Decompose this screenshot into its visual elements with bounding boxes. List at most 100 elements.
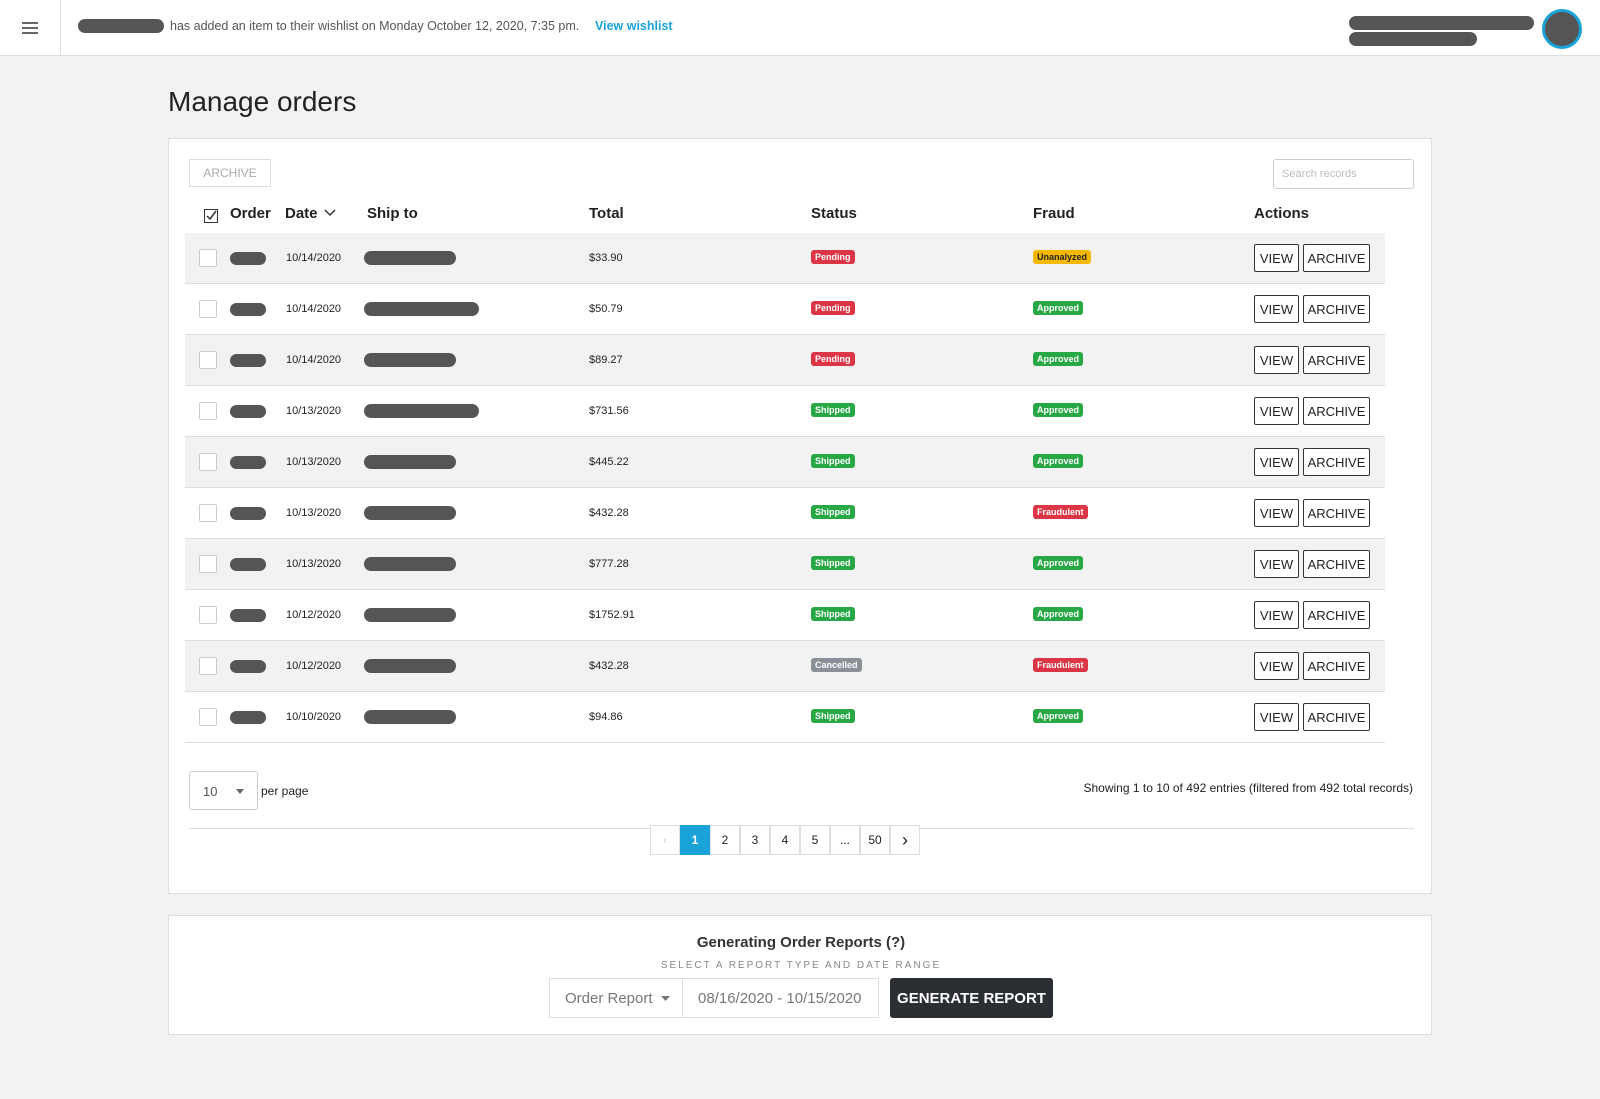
report-type-select[interactable]: Order Report bbox=[549, 978, 683, 1018]
redacted-ship-to bbox=[364, 353, 456, 367]
next-page[interactable]: › bbox=[890, 825, 920, 855]
redacted-ship-to bbox=[364, 557, 456, 571]
redacted-order bbox=[230, 609, 266, 622]
page-button[interactable]: 1 bbox=[680, 825, 710, 855]
order-date: 10/12/2020 bbox=[286, 609, 342, 621]
date-range-input[interactable]: 08/16/2020 - 10/15/2020 bbox=[682, 978, 879, 1018]
generate-report-button[interactable]: GENERATE REPORT bbox=[890, 978, 1053, 1018]
page-button[interactable]: 5 bbox=[800, 825, 830, 855]
row-checkbox[interactable] bbox=[199, 300, 217, 318]
status-badge: Pending bbox=[811, 301, 855, 315]
view-button[interactable]: VIEW bbox=[1254, 448, 1299, 476]
divider bbox=[60, 0, 61, 56]
row-checkbox[interactable] bbox=[199, 351, 217, 369]
order-total: $432.28 bbox=[589, 507, 629, 519]
page-button[interactable]: 2 bbox=[710, 825, 740, 855]
menu-icon[interactable] bbox=[22, 21, 38, 35]
archive-button[interactable]: ARCHIVE bbox=[1303, 550, 1370, 578]
order-date: 10/14/2020 bbox=[286, 303, 342, 315]
column-header: Date bbox=[285, 205, 318, 222]
view-button[interactable]: VIEW bbox=[1254, 346, 1299, 374]
view-button[interactable]: VIEW bbox=[1254, 550, 1299, 578]
select-all-checkbox[interactable] bbox=[204, 209, 218, 223]
entries-summary: Showing 1 to 10 of 492 entries (filtered… bbox=[1083, 781, 1413, 795]
page-button[interactable]: 50 bbox=[860, 825, 890, 855]
page-button[interactable]: 4 bbox=[770, 825, 800, 855]
order-total: $432.28 bbox=[589, 660, 629, 672]
notification: has added an item to their wishlist on M… bbox=[170, 19, 580, 33]
view-button[interactable]: VIEW bbox=[1254, 295, 1299, 323]
archive-button[interactable]: ARCHIVE bbox=[189, 159, 271, 187]
order-total: $94.86 bbox=[589, 711, 623, 723]
reports-title: Generating Order Reports (?) bbox=[696, 934, 906, 951]
top-bar: has added an item to their wishlist on M… bbox=[0, 0, 1600, 56]
caret bbox=[661, 996, 670, 1001]
view-button[interactable]: VIEW bbox=[1254, 397, 1299, 425]
fraud-badge: Approved bbox=[1033, 709, 1084, 723]
avatar[interactable] bbox=[1542, 9, 1582, 49]
redacted-user bbox=[1349, 16, 1534, 30]
redacted-ship-to bbox=[364, 455, 456, 469]
order-date: 10/14/2020 bbox=[286, 354, 342, 366]
row-checkbox[interactable] bbox=[199, 606, 217, 624]
column-header: Status bbox=[811, 205, 857, 222]
column-header: Total bbox=[589, 205, 624, 222]
archive-button[interactable]: ARCHIVE bbox=[1303, 601, 1370, 629]
view-button[interactable]: VIEW bbox=[1254, 499, 1299, 527]
fraud-badge: Approved bbox=[1033, 352, 1084, 366]
fraud-badge: Approved bbox=[1033, 403, 1084, 417]
prev-page[interactable]: ‹ bbox=[650, 825, 680, 855]
wishlist-link[interactable]: View wishlist bbox=[595, 19, 673, 33]
redacted-ship-to bbox=[364, 404, 479, 418]
search-input[interactable]: Search records bbox=[1273, 159, 1414, 189]
archive-button[interactable]: ARCHIVE bbox=[1303, 295, 1370, 323]
sort-icon[interactable] bbox=[324, 209, 336, 217]
row-checkbox[interactable] bbox=[199, 504, 217, 522]
archive-button[interactable]: ARCHIVE bbox=[1303, 244, 1370, 272]
row-checkbox[interactable] bbox=[199, 555, 217, 573]
per-page-select[interactable]: 10 bbox=[189, 771, 258, 810]
redacted-user bbox=[1349, 32, 1477, 46]
redacted-ship-to bbox=[364, 659, 456, 673]
archive-button[interactable]: ARCHIVE bbox=[1303, 448, 1370, 476]
column-header: Order bbox=[230, 205, 271, 222]
view-button[interactable]: VIEW bbox=[1254, 703, 1299, 731]
archive-button[interactable]: ARCHIVE bbox=[1303, 346, 1370, 374]
view-button[interactable]: VIEW bbox=[1254, 244, 1299, 272]
redacted-ship-to bbox=[364, 506, 456, 520]
redacted-ship-to bbox=[364, 710, 456, 724]
order-date: 10/10/2020 bbox=[286, 711, 342, 723]
column-header: Ship to bbox=[367, 205, 418, 222]
archive-button[interactable]: ARCHIVE bbox=[1303, 499, 1370, 527]
orders-card: ARCHIVE Search records 10 per page Showi… bbox=[168, 138, 1432, 894]
redacted-name bbox=[78, 19, 164, 33]
order-date: 10/12/2020 bbox=[286, 660, 342, 672]
order-date: 10/13/2020 bbox=[286, 507, 342, 519]
fraud-badge: Fraudulent bbox=[1033, 658, 1088, 672]
status-badge: Shipped bbox=[811, 403, 855, 417]
archive-button[interactable]: ARCHIVE bbox=[1303, 652, 1370, 680]
archive-button[interactable]: ARCHIVE bbox=[1303, 703, 1370, 731]
redacted-ship-to bbox=[364, 302, 479, 316]
row-checkbox[interactable] bbox=[199, 657, 217, 675]
order-date: 10/14/2020 bbox=[286, 252, 342, 264]
page-button[interactable]: ... bbox=[830, 825, 860, 855]
order-date: 10/13/2020 bbox=[286, 405, 342, 417]
row-checkbox[interactable] bbox=[199, 249, 217, 267]
view-button[interactable]: VIEW bbox=[1254, 652, 1299, 680]
row-checkbox[interactable] bbox=[199, 708, 217, 726]
row-checkbox[interactable] bbox=[199, 402, 217, 420]
row-checkbox[interactable] bbox=[199, 453, 217, 471]
column-header: Actions bbox=[1254, 205, 1310, 222]
redacted-order bbox=[230, 456, 266, 469]
caret bbox=[236, 789, 244, 794]
view-button[interactable]: VIEW bbox=[1254, 601, 1299, 629]
order-total: $50.79 bbox=[589, 303, 623, 315]
order-total: $89.27 bbox=[589, 354, 623, 366]
redacted-order bbox=[230, 354, 266, 367]
page-button[interactable]: 3 bbox=[740, 825, 770, 855]
order-date: 10/13/2020 bbox=[286, 558, 342, 570]
fraud-badge: Unanalyzed bbox=[1033, 250, 1092, 264]
archive-button[interactable]: ARCHIVE bbox=[1303, 397, 1370, 425]
